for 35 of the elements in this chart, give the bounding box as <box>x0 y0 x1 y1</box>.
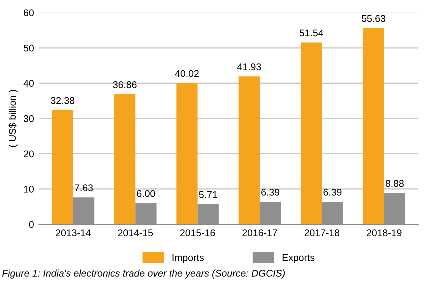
text: 6.39 <box>324 188 342 196</box>
y-tick-label: 40 <box>24 80 34 88</box>
text: 8.88 <box>386 180 404 188</box>
y-axis-title: ( US$ billion ) <box>8 90 18 148</box>
text: 40.02 <box>175 70 199 78</box>
text: 36.86 <box>113 82 137 88</box>
y-tick-label: 50 <box>24 44 34 52</box>
y-tick-label: 10 <box>24 186 34 193</box>
text: 32.38 <box>51 97 75 104</box>
bar <box>363 28 384 225</box>
bar <box>176 83 198 225</box>
text: 6.00 <box>137 190 156 198</box>
bar <box>301 42 322 225</box>
text: 51.54 <box>300 30 324 37</box>
y-tick-label: 0 <box>29 221 34 228</box>
x-tick-label: 2014-15 <box>118 230 154 237</box>
x-tick-label: 2018-19 <box>367 230 402 237</box>
legend-label: Imports <box>172 254 204 264</box>
y-tick-label: 20 <box>24 150 34 158</box>
text: 5.71 <box>199 191 218 198</box>
text: 55.63 <box>362 15 386 22</box>
x-tick-label: 2017-18 <box>304 230 340 237</box>
x-tick-label: 2013-14 <box>56 230 91 237</box>
caption: Figure 1: India's electronics trade over the years (Source: DGCIS) <box>2 270 285 279</box>
x-tick-label: 2015-16 <box>180 230 216 237</box>
text: 7.63 <box>75 184 94 192</box>
bar <box>114 94 136 225</box>
text: 41.93 <box>237 64 262 71</box>
y-tick-label: 30 <box>24 115 34 122</box>
legend-label: Exports <box>282 254 315 264</box>
bar <box>52 110 74 225</box>
text: 6.39 <box>262 188 280 196</box>
bar <box>238 76 260 225</box>
y-tick-label: 60 <box>24 10 34 16</box>
x-tick-label: 2016-17 <box>242 230 278 237</box>
